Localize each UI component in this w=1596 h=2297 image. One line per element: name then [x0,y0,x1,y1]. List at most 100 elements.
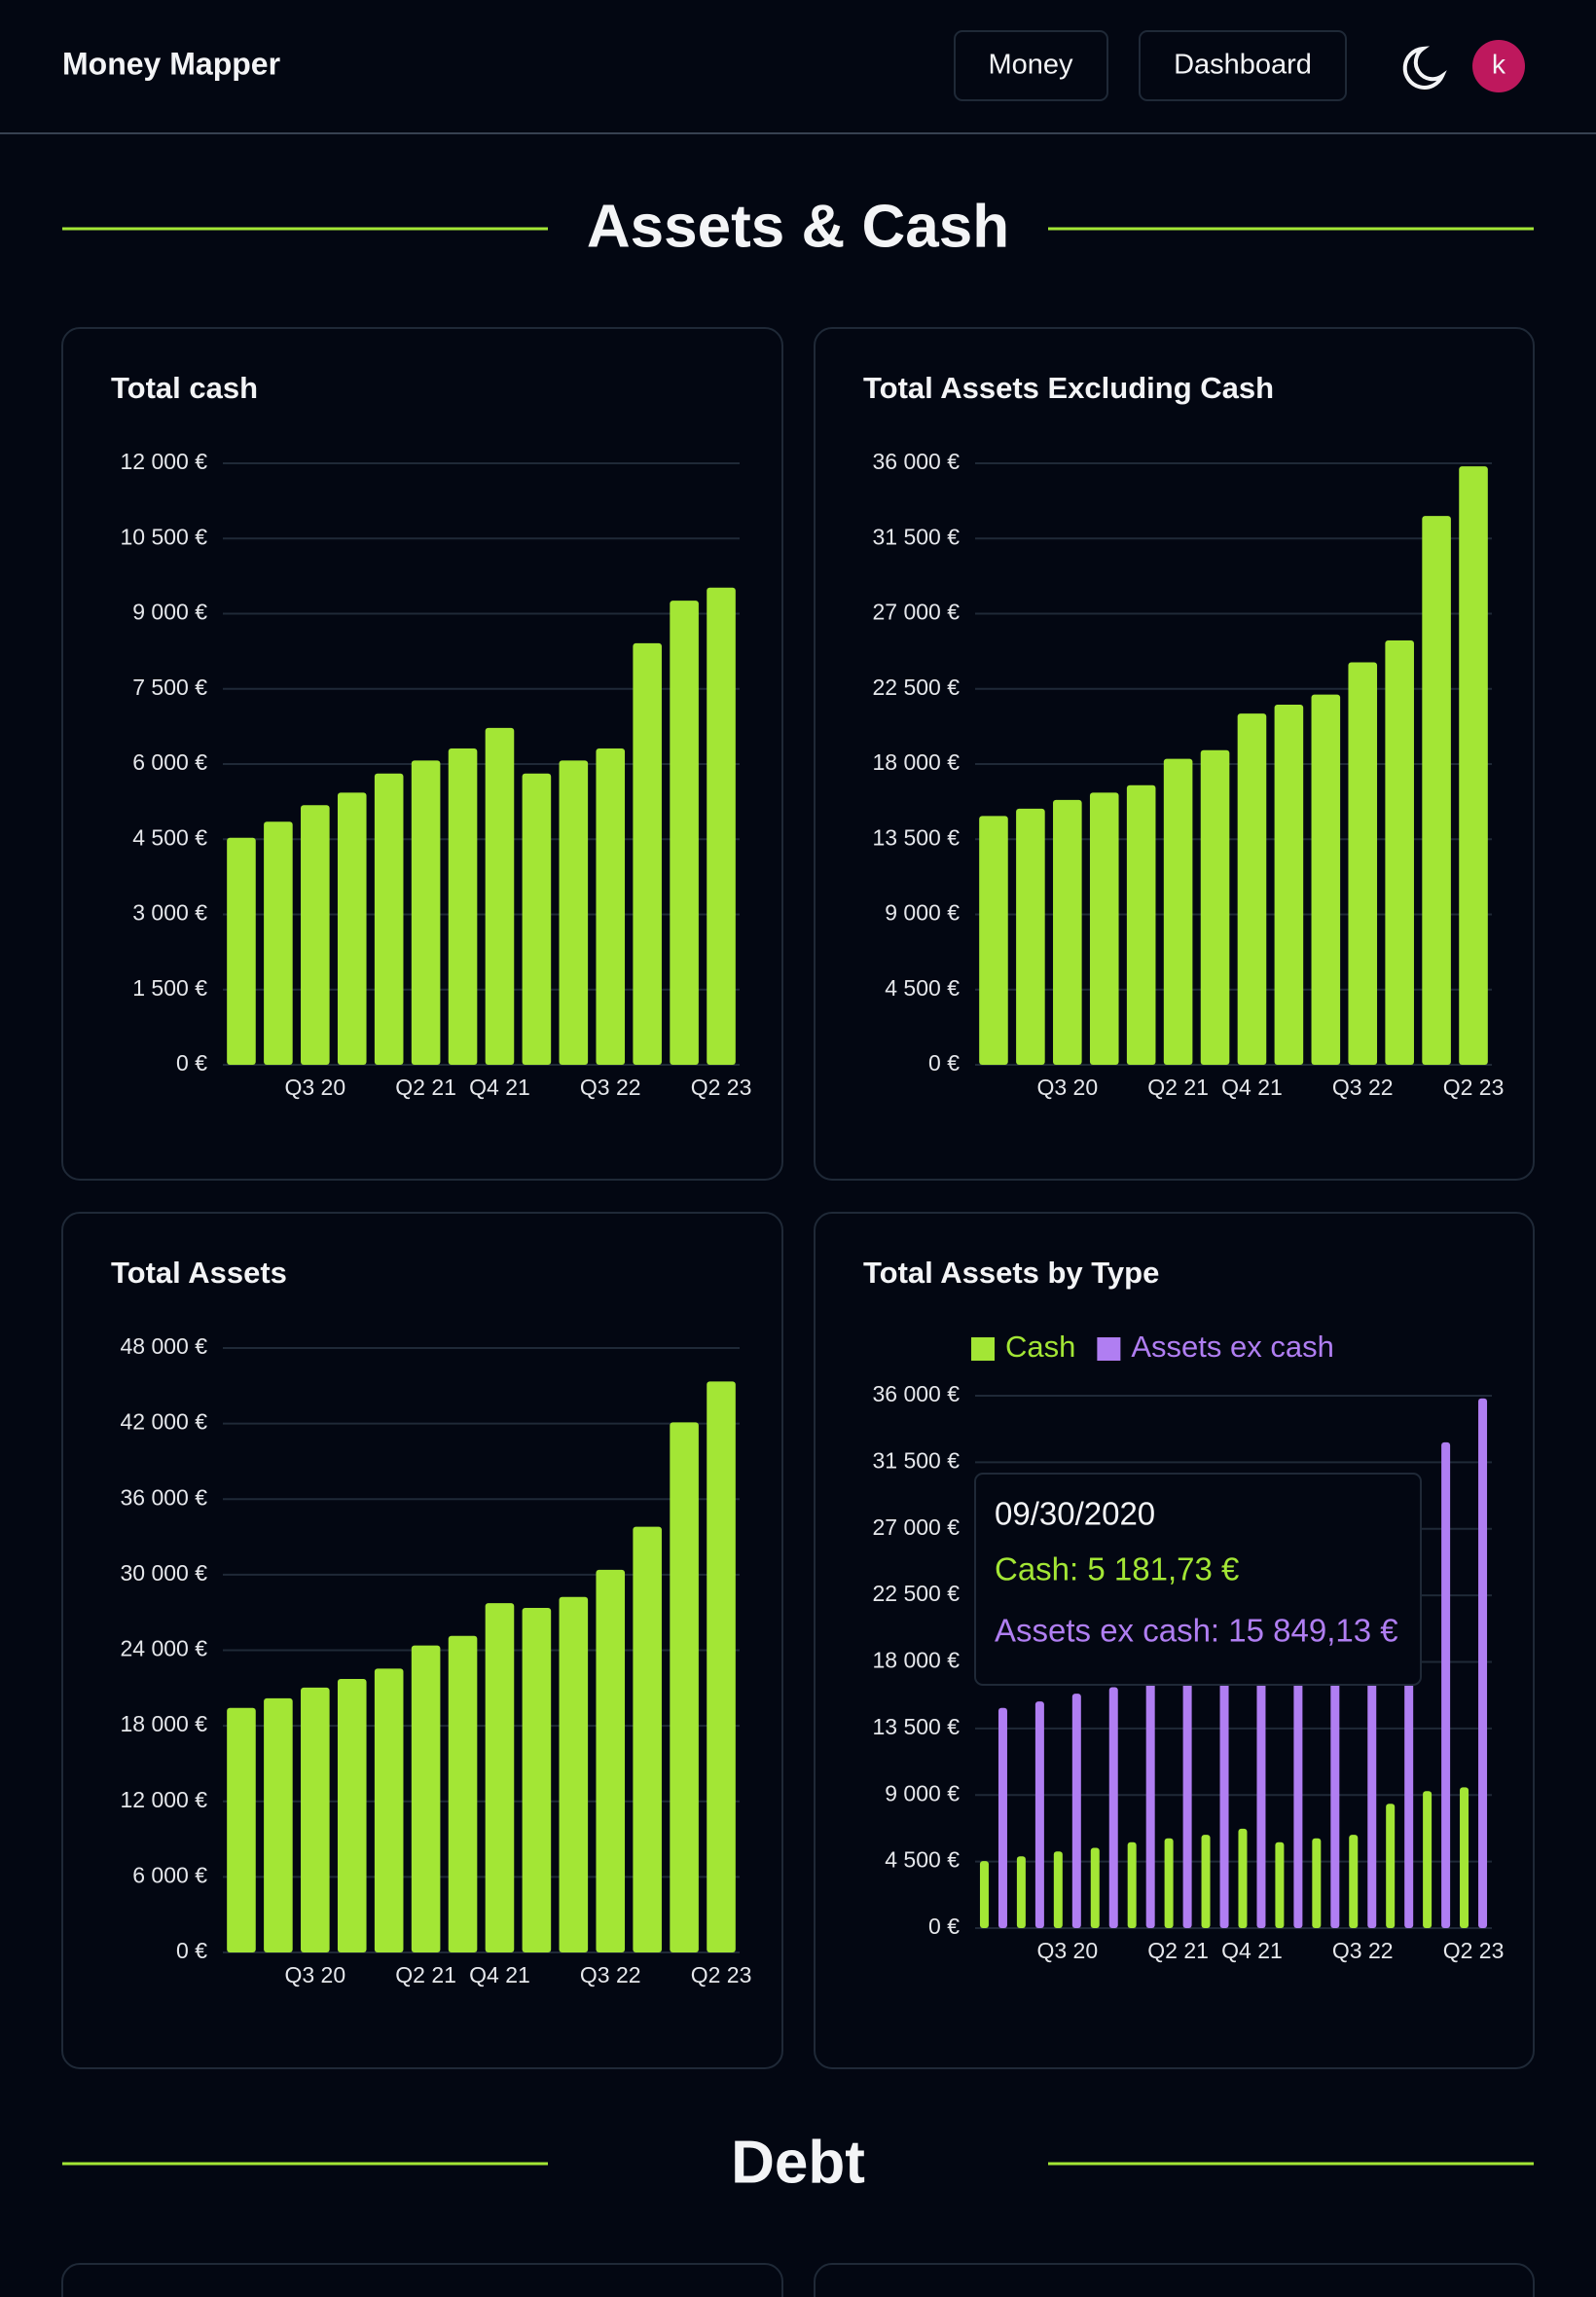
y-tick-label: 18 000 € [120,1711,207,1736]
bar [979,1861,989,1928]
y-tick-label: 12 000 € [120,1787,207,1812]
bar [1145,1680,1155,1928]
chart-title: Total Assets by Type [863,1256,1159,1290]
bar [1385,639,1414,1065]
y-tick-label: 7 500 € [132,675,207,700]
y-tick-label: 48 000 € [120,1333,207,1359]
legend-label: Cash [1005,1330,1075,1364]
x-tick-label: Q2 21 [395,1075,456,1100]
bar [1349,1835,1359,1928]
y-tick-label: 10 500 € [120,524,207,549]
bar [411,1645,441,1952]
x-tick-label: Q3 20 [284,1962,345,1987]
bar [1182,1657,1192,1928]
bar [337,792,367,1065]
bar [1386,1804,1396,1928]
x-tick-label: Q4 21 [1221,1938,1283,1963]
bar [485,1603,515,1952]
bar [1237,713,1267,1065]
nav-label[interactable]: Dashboard [1174,50,1312,81]
nav-label[interactable]: Money [988,50,1073,81]
bar [998,1707,1007,1928]
tooltip-line: Cash: 5 181,73 € [995,1551,1239,1587]
bar [559,760,589,1065]
bar [1422,516,1451,1065]
y-tick-label: 9 000 € [885,1780,960,1805]
brand[interactable]: Money Mapper [62,46,280,81]
nav-button[interactable] [1139,30,1347,101]
theme-toggle[interactable] [1402,46,1447,90]
bar [670,1422,699,1952]
bar [1163,758,1193,1065]
legend-swatch [971,1337,995,1361]
chart-title: Total Assets [111,1256,287,1290]
y-tick-label: 42 000 € [120,1409,207,1435]
bar [448,1635,478,1952]
y-tick-label: 27 000 € [872,600,960,625]
x-tick-label: Q3 22 [580,1962,641,1987]
y-tick-label: 9 000 € [885,900,960,926]
bar [485,727,515,1065]
bar [448,748,478,1065]
tooltip-line: Assets ex cash: 15 849,13 € [995,1613,1398,1649]
x-tick-label: Q3 22 [1332,1938,1394,1963]
bar [227,837,256,1065]
x-tick-label: Q2 21 [1147,1938,1209,1963]
x-tick-label: Q3 22 [580,1075,641,1100]
bar [1219,1649,1229,1928]
y-tick-label: 18 000 € [872,1648,960,1673]
chart-title: Total Assets Excluding Cash [863,371,1274,405]
card [61,2263,783,2297]
x-tick-label: Q3 20 [1036,1075,1098,1100]
y-tick-label: 36 000 € [872,449,960,474]
y-tick-label: 0 € [176,1938,207,1963]
bar [522,1608,552,1952]
bar [1311,694,1341,1065]
x-tick-label: Q2 23 [1443,1075,1505,1100]
x-tick-label: Q2 23 [1443,1938,1505,1963]
bar [1348,662,1378,1065]
bar [1034,1701,1044,1928]
bar [1053,799,1082,1065]
x-tick-label: Q3 22 [1332,1075,1394,1100]
avatar-letter[interactable]: k [1492,49,1506,79]
y-tick-label: 13 500 € [872,824,960,850]
y-tick-label: 27 000 € [872,1514,960,1540]
y-tick-label: 4 500 € [885,975,960,1001]
y-tick-label: 6 000 € [132,749,207,775]
bar [1016,808,1045,1065]
y-tick-label: 24 000 € [120,1636,207,1661]
bar [301,805,330,1065]
bar [301,1687,330,1952]
bar [707,1381,736,1952]
bar [1274,705,1304,1065]
y-tick-label: 12 000 € [120,449,207,474]
bar [1089,792,1119,1065]
y-tick-label: 30 000 € [120,1560,207,1586]
bar [633,1526,662,1952]
bar [227,1707,256,1952]
tooltip-title: 09/30/2020 [995,1496,1155,1532]
y-tick-label: 36 000 € [120,1484,207,1510]
bar [1256,1617,1266,1928]
avatar[interactable] [1472,40,1525,92]
bar [337,1678,367,1952]
bar [1127,1841,1137,1928]
y-tick-label: 4 500 € [132,824,207,850]
bar [1016,1856,1026,1928]
legend-label: Assets ex cash [1131,1330,1333,1364]
bar [1441,1441,1451,1928]
y-tick-label: 13 500 € [872,1714,960,1739]
y-tick-label: 1 500 € [132,975,207,1001]
bar [633,642,662,1065]
x-tick-label: Q2 23 [691,1075,752,1100]
legend-swatch [1097,1337,1121,1361]
x-tick-label: Q2 23 [691,1962,752,1987]
y-tick-label: 18 000 € [872,749,960,775]
x-tick-label: Q3 20 [1036,1938,1098,1963]
nav-button[interactable] [954,30,1108,101]
x-tick-label: Q4 21 [469,1075,530,1100]
y-tick-label: 3 000 € [132,900,207,926]
bar [596,1569,626,1952]
